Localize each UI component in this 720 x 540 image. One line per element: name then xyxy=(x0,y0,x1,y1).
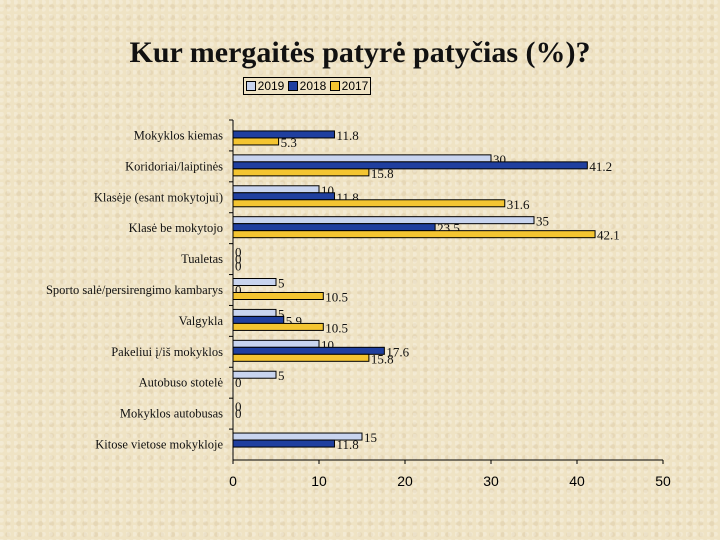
bar-2019 xyxy=(232,185,320,194)
data-label-2017: 31.6 xyxy=(507,197,530,212)
data-label-2018: 0 xyxy=(235,283,242,298)
category-label: Klasėje (esant mokytojui) xyxy=(94,190,223,204)
bar-2019 xyxy=(232,339,320,348)
x-tick-label: 0 xyxy=(229,473,237,489)
bar-2018 xyxy=(232,315,285,324)
data-label-2019: 5 xyxy=(278,276,285,291)
x-tick-label: 40 xyxy=(569,473,585,489)
category-label: Mokyklos kiemas xyxy=(134,128,223,142)
legend-item-2018: 2018 xyxy=(287,79,327,93)
data-label-2017: 5.3 xyxy=(281,135,297,150)
legend-item-2019: 2019 xyxy=(245,79,285,93)
data-label-2019: 15 xyxy=(364,430,377,445)
data-label-2017: 10.5 xyxy=(325,290,348,305)
data-label-2019: 5 xyxy=(278,306,285,321)
bar-2018 xyxy=(232,130,335,139)
category-label: Tualetas xyxy=(181,252,223,266)
data-label-2019: 5 xyxy=(278,368,285,383)
data-label-2017: 0 xyxy=(235,259,242,274)
bar-2017 xyxy=(232,353,370,362)
bar-2018 xyxy=(232,439,335,448)
category-label: Mokyklos autobusas xyxy=(120,407,223,421)
data-label-2018: 11.8 xyxy=(336,128,358,143)
data-label-2017: 15.8 xyxy=(371,351,394,366)
bar-2017 xyxy=(232,230,596,239)
data-label-2018: 0 xyxy=(235,252,242,267)
data-label-2018: 41.2 xyxy=(589,159,612,174)
bar-2018 xyxy=(232,346,385,355)
category-label: Sporto salė/persirengimo kambarys xyxy=(46,283,223,297)
bar-2018 xyxy=(232,161,588,170)
data-label-2018: 0 xyxy=(235,406,242,421)
x-tick-label: 30 xyxy=(483,473,499,489)
data-label-2019: 35 xyxy=(536,214,549,229)
x-tick-label: 50 xyxy=(655,473,671,489)
legend-item-2017: 2017 xyxy=(329,79,369,93)
x-tick-label: 20 xyxy=(397,473,413,489)
bar-2017 xyxy=(232,199,506,208)
bar-2019 xyxy=(232,308,277,317)
bar-2017 xyxy=(232,322,324,331)
legend-swatch-2018 xyxy=(287,81,298,91)
bar-2017 xyxy=(232,137,280,146)
data-label-2018: 11.8 xyxy=(336,437,358,452)
bar-2017 xyxy=(232,168,370,177)
bar-2017 xyxy=(232,292,324,300)
bar-2019 xyxy=(232,154,492,163)
data-label-2018: 0 xyxy=(235,375,242,390)
legend-label-2017: 2017 xyxy=(341,79,369,93)
bar-2019 xyxy=(232,216,535,225)
data-label-2017: 42.1 xyxy=(597,228,620,243)
legend: 2019 2018 2017 xyxy=(243,77,371,95)
category-label: Kitose vietose mokykloje xyxy=(95,438,223,452)
bar-2018 xyxy=(232,192,335,201)
bar-2019 xyxy=(232,278,277,286)
data-label-2017: 15.8 xyxy=(371,166,394,181)
bar-2018 xyxy=(232,223,436,232)
legend-label-2019: 2019 xyxy=(257,79,285,93)
chart-title: Kur mergaitės patyrė patyčias (%)? xyxy=(129,36,591,69)
data-label-2017: 10.5 xyxy=(325,320,348,335)
x-tick-label: 10 xyxy=(311,473,327,489)
category-label: Pakeliui į/iš mokyklos xyxy=(111,345,223,359)
category-label: Valgykla xyxy=(179,314,224,328)
bar-2019 xyxy=(232,370,277,379)
legend-label-2018: 2018 xyxy=(299,79,327,93)
category-label: Koridoriai/laiptinės xyxy=(125,159,223,173)
legend-swatch-2017 xyxy=(329,81,340,91)
data-label-2018: 17.6 xyxy=(386,344,409,359)
category-label: Klasė be mokytojo xyxy=(129,221,223,235)
data-label-2019: 0 xyxy=(235,399,242,414)
data-label-2019: 0 xyxy=(235,245,242,260)
category-label: Autobuso stotelė xyxy=(139,376,224,390)
legend-swatch-2019 xyxy=(245,81,256,91)
